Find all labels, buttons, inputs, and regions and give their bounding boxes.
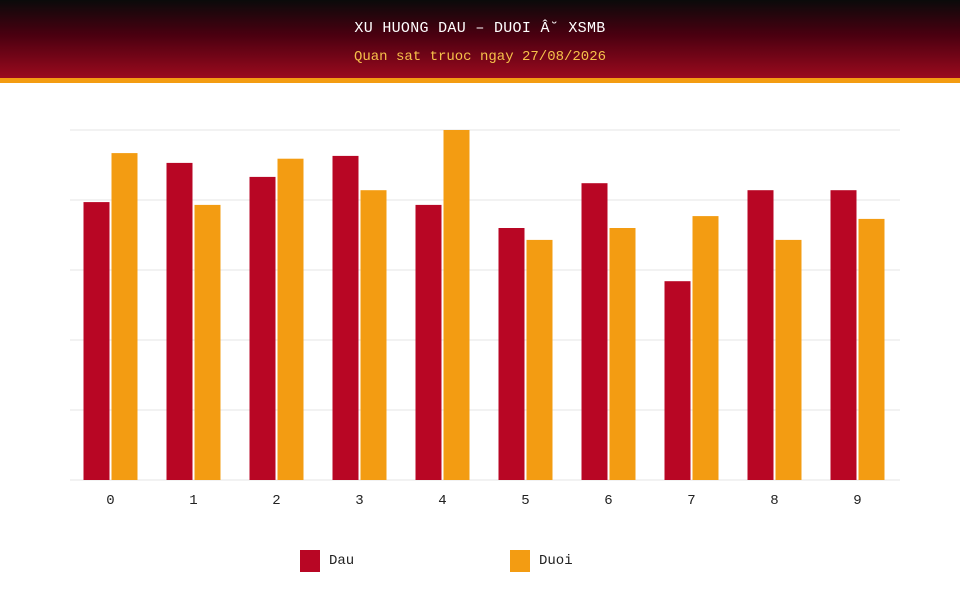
- legend-label-dau: Dau: [329, 553, 355, 569]
- chart-header: [0, 0, 960, 78]
- bar-dau-7: [664, 281, 691, 480]
- bar-duoi-6: [609, 228, 636, 480]
- bar-duoi-5: [526, 239, 553, 480]
- header-accent-bar: [0, 78, 960, 83]
- legend-item-dau[interactable]: Dau: [300, 549, 354, 573]
- bar-duoi-3: [360, 190, 387, 480]
- x-tick-label: 8: [770, 493, 778, 509]
- x-tick-label: 0: [106, 493, 114, 509]
- bar-dau-9: [830, 190, 857, 480]
- bar-dau-5: [498, 228, 525, 480]
- x-tick-label: 4: [438, 493, 446, 509]
- chart-title: XU HUONG DAU – DUOI Â˘ XSMB: [354, 20, 606, 37]
- x-tick-label: 5: [521, 493, 529, 509]
- x-tick-label: 2: [272, 493, 280, 509]
- bar-dau-2: [249, 176, 276, 480]
- legend-swatch-duoi: [510, 550, 530, 572]
- bar-duoi-8: [775, 239, 802, 480]
- bar-dau-1: [166, 162, 193, 480]
- x-tick-label: 9: [853, 493, 861, 509]
- bar-dau-4: [415, 204, 442, 480]
- legend-label-duoi: Duoi: [539, 553, 573, 569]
- legend-item-duoi[interactable]: Duoi: [510, 549, 573, 573]
- bar-dau-3: [332, 155, 359, 480]
- bar-duoi-9: [858, 218, 885, 480]
- x-tick-label: 3: [355, 493, 363, 509]
- bar-dau-0: [83, 202, 110, 480]
- bar-duoi-1: [194, 204, 221, 480]
- bar-duoi-4: [443, 130, 470, 480]
- x-tick-label: 7: [687, 493, 695, 509]
- x-tick-label: 6: [604, 493, 612, 509]
- bar-dau-8: [747, 190, 774, 480]
- bar-duoi-2: [277, 158, 304, 480]
- bar-dau-6: [581, 183, 608, 480]
- bar-duoi-0: [111, 153, 138, 480]
- bar-duoi-7: [692, 216, 719, 480]
- chart-legend: Dau Duoi: [0, 549, 960, 573]
- x-tick-label: 1: [189, 493, 197, 509]
- legend-swatch-dau: [300, 550, 320, 572]
- chart-subtitle: Quan sat truoc ngay 27/08/2026: [353, 49, 607, 65]
